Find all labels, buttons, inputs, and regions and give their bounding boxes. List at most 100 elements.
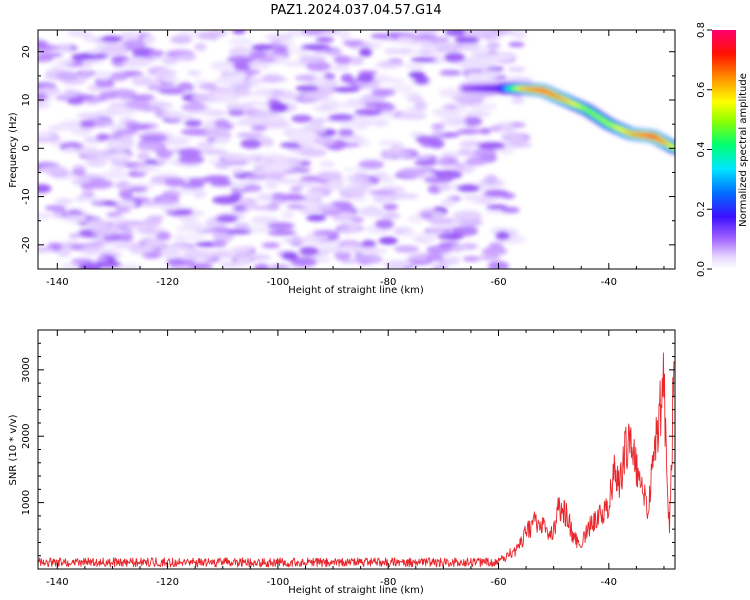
spectrogram-noise-blob xyxy=(390,142,405,153)
spectrogram-noise-blob xyxy=(63,147,79,154)
spectrogram-noise-blob xyxy=(70,129,93,136)
spectrogram-noise-blob xyxy=(118,189,133,199)
spectrogram-noise-blob xyxy=(56,71,79,81)
spectrogram-noise-blob xyxy=(398,167,427,177)
spectrogram-noise-blob xyxy=(87,179,114,190)
spectrogram-noise-blob xyxy=(98,172,128,179)
spectrogram-noise-blob xyxy=(136,152,151,161)
spectrogram-noise-blob xyxy=(173,209,194,216)
spectrogram-noise-blob xyxy=(75,146,101,157)
spectrogram-noise-blob xyxy=(315,86,337,93)
spectrogram-noise-blob xyxy=(57,44,72,53)
spectrogram-noise-blob xyxy=(178,188,198,194)
spectrogram-xlabel: Height of straight line (km) xyxy=(288,285,424,296)
spectrogram-noise-blob xyxy=(371,88,396,97)
spectrogram-noise-blob xyxy=(330,102,361,109)
spectrogram-noise-blob xyxy=(412,154,431,161)
spectrogram-noise-blob xyxy=(338,30,351,40)
spectrogram-noise-blob xyxy=(416,136,441,142)
spectrogram-noise-blob xyxy=(316,171,343,180)
spectrogram-noise-blob xyxy=(121,139,135,146)
spectrogram-noise-blob xyxy=(383,259,412,269)
spectrogram-noise-blob xyxy=(228,38,254,46)
spectrogram-noise-blob xyxy=(109,132,123,139)
spectrogram-noise-blob xyxy=(212,232,234,243)
spectrogram-noise-blob xyxy=(334,250,352,261)
spectrogram-noise-blob xyxy=(462,194,485,201)
spectrogram-noise-blob xyxy=(216,214,239,223)
x-tick-label: -100 xyxy=(267,577,290,588)
spectrogram-noise-blob xyxy=(89,197,106,203)
y-tick-label: 0 xyxy=(21,145,32,151)
spectrogram-noise-blob xyxy=(343,167,368,173)
spectrogram-noise-blob xyxy=(261,74,283,83)
spectrogram-noise-blob xyxy=(428,217,456,226)
spectrogram-noise-blob xyxy=(177,155,205,165)
spectrogram-noise-blob xyxy=(66,30,94,37)
spectrogram-noise-blob xyxy=(361,93,386,104)
snr-xlabel: Height of straight line (km) xyxy=(288,585,424,596)
spectrogram-noise-blob xyxy=(273,159,290,167)
spectrogram-noise-blob xyxy=(38,212,53,220)
spectrogram-noise-blob xyxy=(328,113,355,122)
y-tick-label: 2000 xyxy=(21,423,32,448)
spectrogram-noise-blob xyxy=(253,263,270,269)
x-tick-label: -120 xyxy=(156,277,179,288)
spectrogram-noise-blob xyxy=(71,53,94,61)
spectrogram-noise-blob xyxy=(109,71,129,82)
spectrogram-noise-blob xyxy=(232,30,246,35)
spectrogram-noise-blob xyxy=(178,148,202,158)
spectrogram-noise-blob xyxy=(465,157,488,166)
spectrogram-noise-blob xyxy=(370,33,391,39)
spectrogram-noise-blob xyxy=(360,180,374,190)
spectrogram-noise-blob xyxy=(445,158,459,164)
spectrogram-noise-blob xyxy=(312,229,340,236)
spectrogram-noise-blob xyxy=(299,148,327,157)
spectrogram-noise-blob xyxy=(116,200,137,207)
spectrogram-noise-blob xyxy=(118,31,140,41)
spectrogram-noise-blob xyxy=(233,61,252,70)
spectrogram-noise-blob xyxy=(276,178,300,185)
colorbar-tick-label: 0.4 xyxy=(696,142,707,158)
spectrogram-noise-blob xyxy=(232,50,250,56)
spectrogram-noise-blob xyxy=(234,82,252,91)
spectrogram-noise-blob xyxy=(286,203,305,210)
spectrogram-noise-blob xyxy=(100,35,124,43)
spectrogram-noise-blob xyxy=(353,254,383,264)
spectrogram-noise-blob xyxy=(431,264,449,269)
spectrogram-noise-blob xyxy=(77,112,101,120)
spectrogram-noise-blob xyxy=(388,78,405,85)
spectrogram-noise-blob xyxy=(488,242,504,251)
spectrogram-noise-blob xyxy=(306,61,332,72)
spectrogram-noise-blob xyxy=(249,50,268,59)
spectrogram-noise-blob xyxy=(300,44,331,51)
spectrogram-noise-blob xyxy=(382,203,398,211)
spectrogram-noise-blob xyxy=(184,120,203,127)
spectrogram-noise-blob xyxy=(327,178,346,187)
spectrogram-noise-blob xyxy=(54,198,73,205)
spectrogram-noise-blob xyxy=(477,142,506,150)
spectrogram-noise-blob xyxy=(213,137,231,145)
y-tick-label: 3000 xyxy=(21,357,32,382)
spectrogram-noise-blob xyxy=(486,204,508,210)
spectrogram-noise-blob xyxy=(244,174,269,181)
spectrogram-noise-blob xyxy=(243,184,262,192)
spectrogram-noise-blob xyxy=(183,219,203,229)
spectrogram-noise-blob xyxy=(38,101,51,109)
spectrogram-noise-blob xyxy=(378,139,396,146)
spectrogram-noise-blob xyxy=(161,110,184,117)
spectrogram-noise-blob xyxy=(136,166,162,172)
spectrogram-noise-blob xyxy=(80,246,101,255)
spectrogram-noise-blob xyxy=(356,73,375,83)
spectrogram-noise-blob xyxy=(79,120,96,128)
spectrogram-noise-blob xyxy=(112,241,137,249)
spectrogram-noise-blob xyxy=(250,44,276,51)
spectrogram-noise-blob xyxy=(351,216,365,223)
spectrogram-noise-blob xyxy=(38,56,54,63)
spectrogram-noise-blob xyxy=(92,227,118,236)
spectrogram-noise-blob xyxy=(132,80,162,86)
spectrogram-noise-blob xyxy=(328,49,343,57)
spectrogram-noise-blob xyxy=(122,39,147,49)
spectrogram-noise-blob xyxy=(245,226,274,233)
x-tick-label: -80 xyxy=(380,277,396,288)
